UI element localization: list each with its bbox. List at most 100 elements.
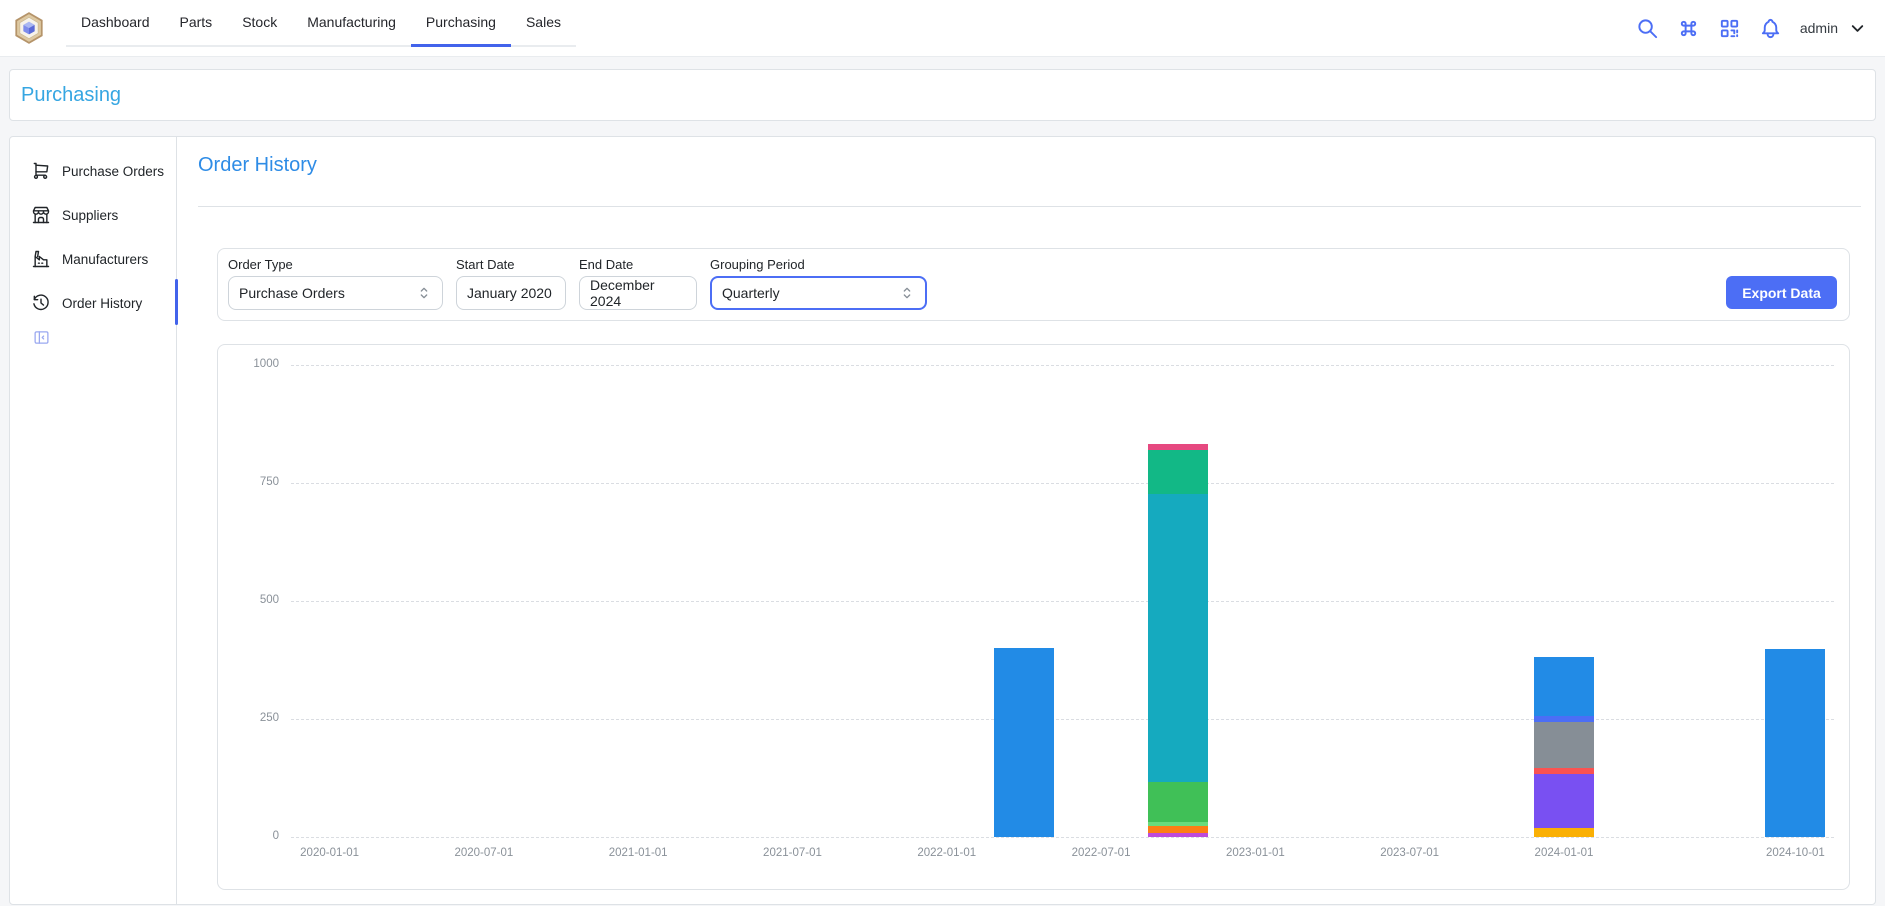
tab-manufacturing[interactable]: Manufacturing (307, 14, 396, 30)
gridline-y-1000 (291, 365, 1834, 366)
bar-segment (1148, 449, 1209, 495)
order-type-value: Purchase Orders (239, 285, 345, 301)
tab-parts[interactable]: Parts (179, 14, 213, 30)
bar-segment (1148, 833, 1209, 837)
order-type-group: Order Type Purchase Orders (228, 257, 443, 310)
order-type-label: Order Type (228, 257, 293, 272)
tab-purchasing[interactable]: Purchasing (410, 0, 511, 47)
stacked-bar-2024-10-01[interactable] (1765, 649, 1826, 837)
main-panel: Purchase Orders Suppliers Manufacturers Ord… (9, 136, 1876, 905)
bar-segment (1533, 828, 1594, 837)
tab-sales[interactable]: Sales (525, 14, 561, 30)
tab-stock[interactable]: Stock (242, 14, 278, 30)
stacked-bar-2022-04-01[interactable] (993, 648, 1054, 837)
stacked-bar-2024-01-01[interactable] (1533, 657, 1594, 837)
bar-segment (1148, 822, 1209, 826)
purchasing-sidebar: Purchase Orders Suppliers Manufacturers Ord… (10, 137, 178, 904)
y-axis-tick-label: 750 (259, 476, 279, 488)
x-axis-tick-label: 2020-07-01 (454, 847, 514, 859)
building-factory-icon (31, 249, 51, 269)
tab-dashboard[interactable]: Dashboard (81, 14, 150, 30)
x-axis-tick-label: 2020-01-01 (300, 847, 359, 859)
command-icon[interactable] (1677, 17, 1700, 40)
grouping-period-label: Grouping Period (710, 257, 805, 272)
page-header-card: Purchasing (9, 69, 1876, 121)
navbar-actions: admin (1636, 17, 1867, 40)
bar-segment (1765, 649, 1826, 837)
gridline-y-250 (291, 719, 1834, 720)
gridline-y-750 (291, 483, 1834, 484)
layout-sidebar-collapse-icon[interactable] (33, 329, 50, 346)
chevron-down-icon (1848, 19, 1867, 38)
x-axis-tick-label: 2021-01-01 (608, 847, 668, 859)
order-type-select[interactable]: Purchase Orders (228, 276, 443, 310)
stacked-bar-2022-10-01[interactable] (1148, 443, 1209, 837)
bar-segment (1533, 768, 1594, 775)
order-history-chart-card: 0 250 500 750 1000 2020-01-01 2020-07-01 2021-0… (217, 344, 1850, 890)
navbar-icon-group (1636, 17, 1782, 40)
content-area: Order History Order Type Purchase Orders… (189, 137, 1875, 904)
gridline-y-0 (291, 837, 1834, 838)
sidebar-item-label: Order History (62, 295, 143, 311)
x-axis-tick-label: 2022-07-01 (1071, 847, 1131, 859)
sidebar-item-label: Manufacturers (62, 251, 149, 267)
end-date-label: End Date (579, 257, 634, 272)
grouping-period-group: Grouping Period Quarterly (710, 257, 927, 310)
y-axis-tick-label: 0 (272, 830, 279, 842)
username-label: admin (1799, 20, 1838, 36)
y-axis-tick-label: 500 (259, 594, 279, 606)
sidebar-item-label: Suppliers (62, 207, 119, 223)
y-axis-tick-label: 1000 (253, 358, 279, 370)
bar-segment (1533, 774, 1594, 829)
sidebar-item-purchase-orders[interactable]: Purchase Orders (10, 151, 177, 191)
top-navbar: Dashboard Parts Stock Manufacturing Purchasi… (0, 0, 1885, 57)
start-date-input[interactable]: January 2020 (456, 276, 566, 310)
x-axis-tick-label: 2023-07-01 (1380, 847, 1440, 859)
user-menu[interactable]: admin (1800, 19, 1867, 38)
bar-segment (1148, 782, 1209, 823)
end-date-value: December 2024 (590, 277, 655, 309)
end-date-group: End Date December 2024 (579, 257, 697, 310)
bell-icon[interactable] (1759, 17, 1782, 40)
active-item-indicator (175, 279, 178, 325)
search-icon[interactable] (1636, 17, 1659, 40)
y-axis-tick-label: 250 (259, 712, 279, 724)
bar-segment (1148, 494, 1209, 783)
selector-icon (899, 285, 915, 301)
inventree-logo-icon[interactable] (12, 11, 46, 45)
grouping-period-value: Quarterly (722, 285, 780, 301)
qrcode-icon[interactable] (1718, 17, 1741, 40)
sidebar-item-label: Purchase Orders (62, 163, 165, 179)
bar-segment (1148, 443, 1209, 450)
sidebar-item-suppliers[interactable]: Suppliers (10, 195, 177, 235)
page-title: Purchasing (21, 83, 122, 106)
bar-segment (1533, 657, 1594, 717)
bar-segment (993, 648, 1054, 837)
sidebar-item-manufacturers[interactable]: Manufacturers (10, 239, 177, 279)
gridline-y-500 (291, 601, 1834, 602)
start-date-label: Start Date (456, 257, 515, 272)
shopping-cart-icon (31, 161, 51, 181)
bar-segment (1533, 721, 1594, 769)
export-data-button[interactable]: Export Data (1726, 276, 1837, 309)
sidebar-item-order-history[interactable]: Order History (10, 283, 177, 323)
start-date-group: Start Date January 2020 (456, 257, 566, 310)
building-store-icon (31, 205, 51, 225)
selector-icon (416, 285, 432, 301)
filter-panel: Order Type Purchase Orders Start Date Ja… (217, 248, 1850, 321)
x-axis-tick-label: 2024-01-01 (1534, 847, 1594, 859)
bar-segment (1533, 716, 1594, 722)
section-title: Order History (198, 154, 317, 176)
order-history-chart: 0 250 500 750 1000 2020-01-01 2020-07-01 2021-0… (253, 358, 1834, 859)
bar-segment (1148, 825, 1209, 834)
end-date-input[interactable]: December 2024 (579, 276, 697, 310)
x-axis-tick-label: 2022-01-01 (917, 847, 977, 859)
grouping-period-select[interactable]: Quarterly (710, 276, 927, 310)
x-axis-tick-label: 2021-07-01 (763, 847, 822, 859)
x-axis-tick-label: 2024-10-01 (1766, 847, 1825, 859)
x-axis-tick-label: 2023-01-01 (1225, 847, 1285, 859)
history-icon (31, 293, 51, 313)
start-date-value: January 2020 (467, 285, 552, 301)
main-nav-tabs: Dashboard Parts Stock Manufacturing Purchasi… (66, 0, 576, 47)
